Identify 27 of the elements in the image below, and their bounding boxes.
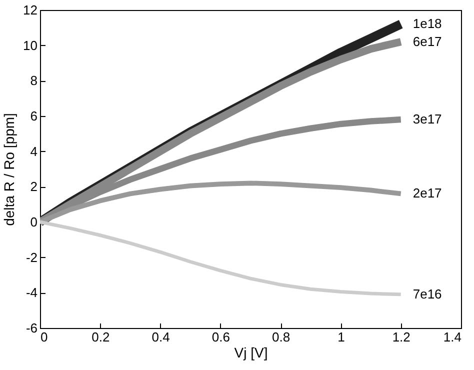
- x-tick-label: 1: [338, 330, 345, 344]
- y-tick-label: -6: [26, 320, 38, 336]
- y-tick-label: 2: [30, 179, 38, 194]
- line-series: [40, 220, 403, 296]
- series-label: 3e17: [412, 112, 442, 127]
- x-tick-label: 0.8: [272, 330, 290, 344]
- x-tick-label: 0.4: [152, 330, 170, 344]
- x-tick-label: 0: [40, 330, 48, 344]
- x-axis-title: Vj [V]: [234, 344, 268, 360]
- y-tick-label: 6: [30, 108, 38, 124]
- y-tick-label: 12: [23, 2, 38, 18]
- x-tick-label: 0.2: [92, 330, 110, 344]
- y-tick-label: 4: [30, 144, 38, 159]
- y-tick-label: 10: [23, 38, 38, 53]
- series-label: 1e18: [412, 16, 442, 32]
- y-axis-title: delta R / Ro [ppm]: [1, 113, 18, 226]
- y-tick-label: 0: [30, 214, 38, 230]
- y-tick-label: -4: [26, 285, 38, 300]
- x-tick-label: 1.2: [392, 330, 410, 344]
- y-tick-label: 8: [30, 73, 38, 88]
- series-label: 7e16: [412, 286, 442, 302]
- x-tick-label: 1.4: [443, 330, 462, 344]
- y-tick-label: -2: [26, 250, 38, 265]
- line-series: [40, 180, 404, 224]
- x-tick-label: 0.6: [212, 330, 230, 344]
- series-label: 2e17: [412, 186, 442, 201]
- series-label: 6e17: [412, 34, 442, 49]
